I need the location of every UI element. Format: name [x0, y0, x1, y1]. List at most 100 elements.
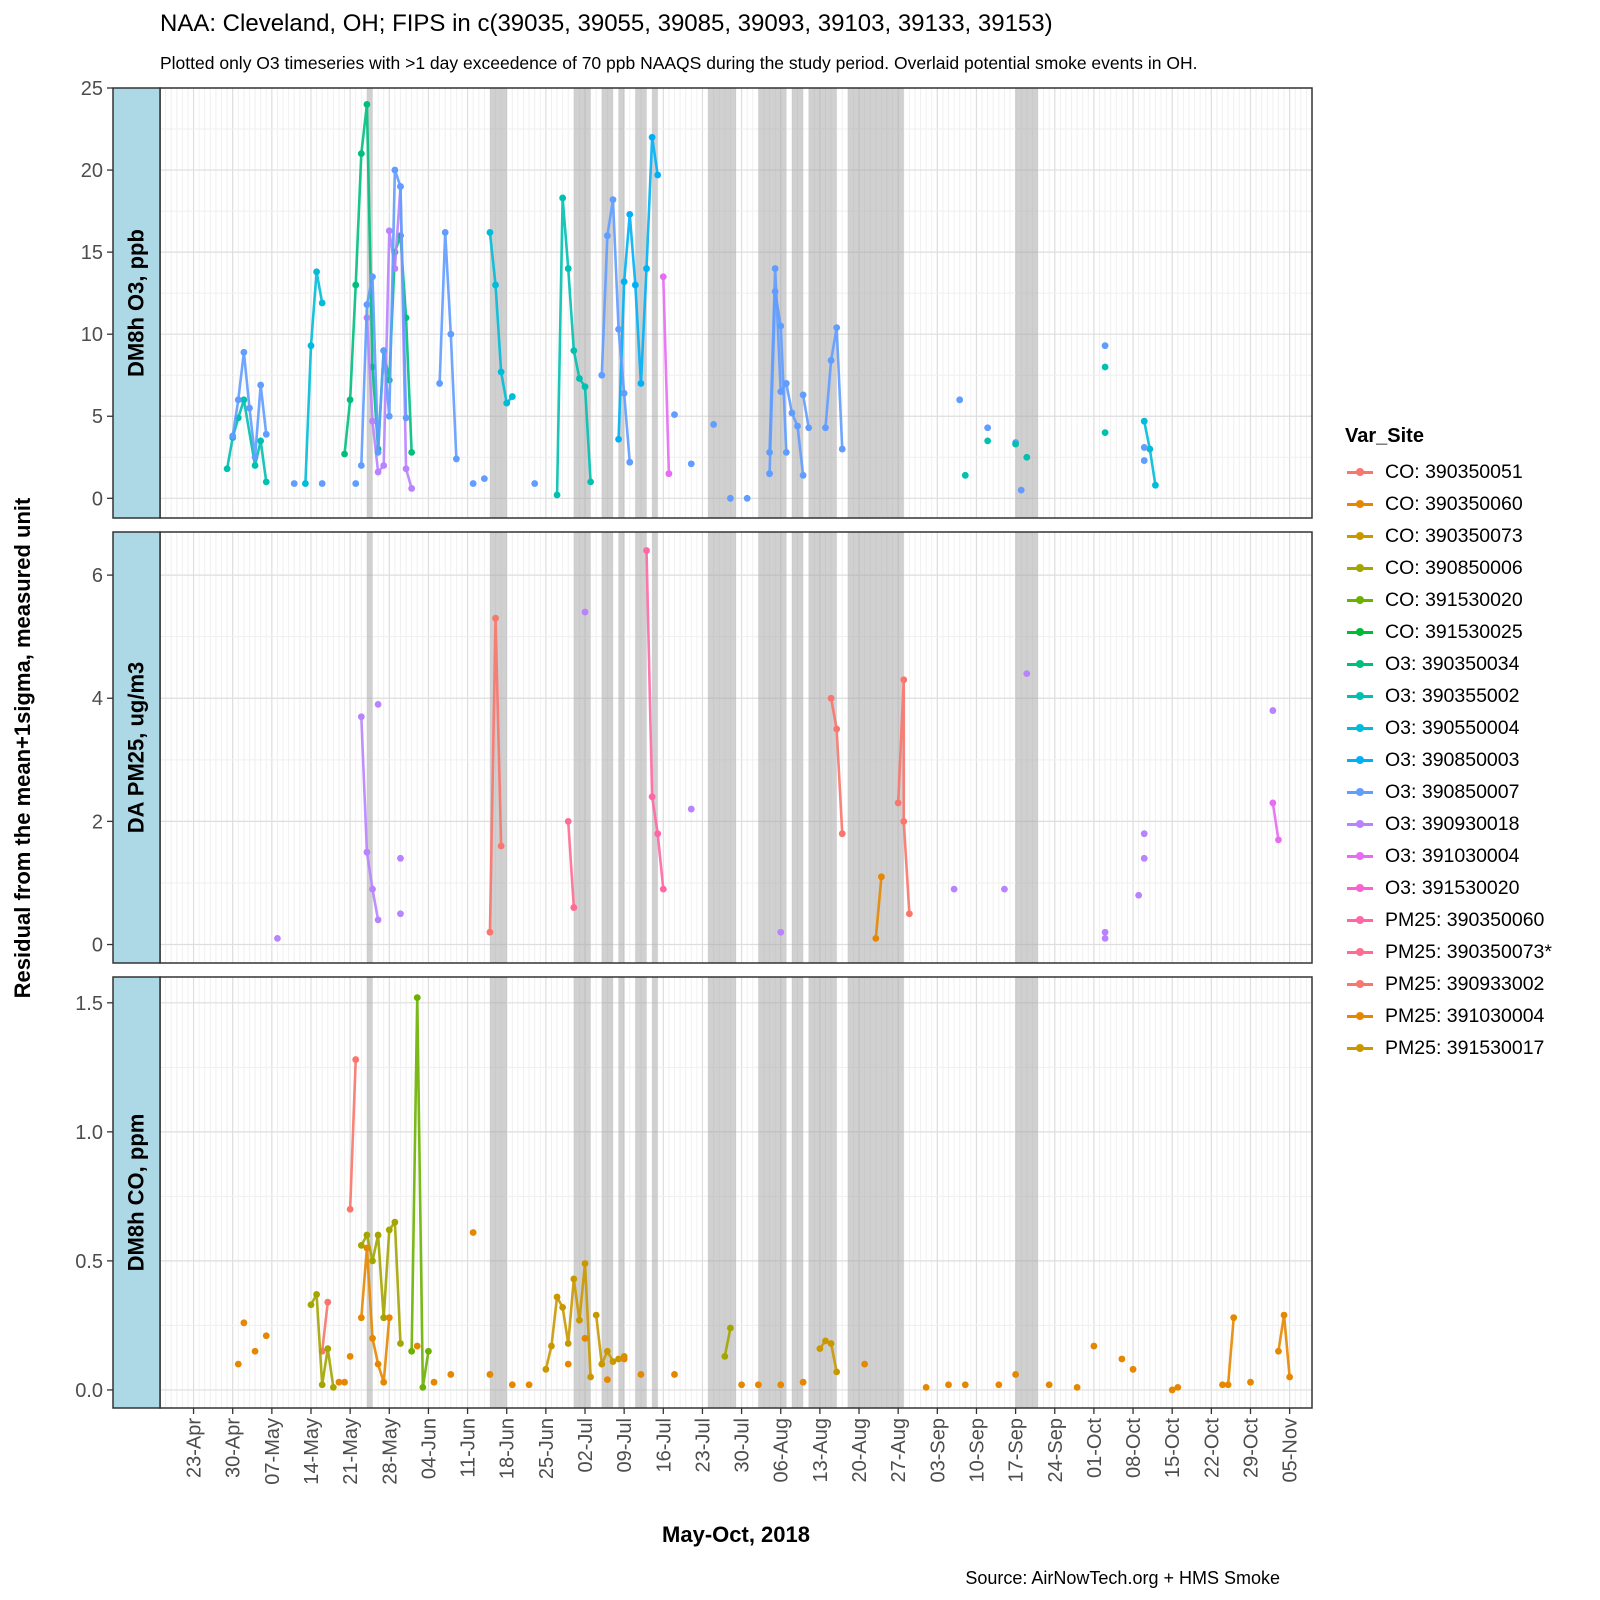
data-point	[1140, 457, 1148, 464]
data-point	[721, 1352, 729, 1360]
x-tick-label: 04-Jun	[418, 1418, 440, 1479]
x-axis-title: May-Oct, 2018	[662, 1522, 810, 1547]
data-point	[827, 1340, 835, 1347]
data-point	[363, 301, 371, 309]
data-point	[307, 342, 315, 350]
x-tick-label: 08-Oct	[1123, 1418, 1145, 1478]
data-point	[1101, 363, 1109, 371]
series-line	[768, 290, 788, 474]
data-point	[648, 793, 656, 801]
legend-key-icon	[1345, 750, 1375, 770]
series-line	[874, 876, 883, 939]
data-point	[352, 1056, 360, 1063]
legend-item: PM25: 390350060	[1345, 904, 1552, 936]
smoke-event-band	[601, 532, 613, 963]
legend-item: PM25: 390350073*	[1345, 936, 1552, 968]
data-point	[620, 389, 628, 397]
data-point	[576, 1316, 583, 1324]
data-point	[799, 471, 807, 479]
data-point	[357, 1242, 365, 1249]
data-point	[743, 494, 751, 502]
series-line	[1226, 1317, 1236, 1385]
data-point	[861, 1360, 869, 1368]
legend-label: CO: 390350073	[1385, 524, 1523, 547]
smoke-event-band	[366, 532, 373, 963]
data-point	[402, 465, 410, 473]
data-point	[833, 725, 841, 733]
data-point	[447, 1371, 455, 1378]
data-point	[548, 1342, 555, 1350]
y-tick-label: 0.0	[75, 1380, 103, 1402]
series-line	[617, 135, 659, 440]
data-point	[1230, 1314, 1238, 1322]
data-point	[984, 424, 992, 432]
data-point	[576, 375, 583, 382]
data-point	[274, 934, 281, 942]
data-point	[486, 229, 494, 236]
data-point	[609, 1358, 617, 1365]
smoke-event-band	[635, 977, 647, 1408]
data-point	[346, 396, 354, 404]
data-point	[788, 409, 796, 417]
data-point	[307, 1301, 315, 1309]
x-tick-label: 24-Sep	[1045, 1418, 1067, 1483]
x-tick-label: 25-Jun	[536, 1418, 558, 1479]
legend-label: CO: 391530020	[1385, 588, 1523, 611]
data-point	[1101, 928, 1109, 936]
data-point	[1023, 670, 1031, 678]
data-point	[251, 462, 259, 469]
legend-items: CO: 390350051 CO: 390350060 CO: 390350073 C…	[1345, 456, 1552, 1064]
data-point	[1247, 1378, 1254, 1386]
smoke-event-band	[791, 88, 804, 518]
data-point	[984, 437, 992, 445]
data-point	[1224, 1381, 1232, 1389]
legend-key-icon	[1345, 622, 1375, 642]
series-line	[1271, 802, 1280, 841]
y-axis-title: Residual from the mean+1sigma, measured …	[10, 497, 35, 998]
data-point	[1219, 1381, 1226, 1389]
legend-key-icon	[1345, 942, 1375, 962]
x-tick-label: 13-Aug	[810, 1418, 832, 1483]
data-point	[313, 1291, 320, 1298]
y-tick-label: 10	[81, 324, 103, 346]
x-tick-label: 09-Jul	[614, 1418, 636, 1472]
legend-label: O3: 390930018	[1385, 812, 1520, 835]
data-point	[413, 1342, 421, 1350]
data-point	[738, 1381, 745, 1389]
legend-label: O3: 390550004	[1385, 716, 1520, 739]
data-point	[441, 229, 449, 236]
data-point	[1275, 836, 1282, 844]
data-point	[525, 1381, 533, 1389]
series-line	[360, 716, 380, 921]
panel-strip-label: DM8h CO, ppm	[124, 1114, 149, 1272]
legend-item: O3: 390550004	[1345, 712, 1552, 744]
data-point	[397, 1340, 404, 1347]
data-point	[872, 934, 880, 942]
legend-key-icon	[1345, 686, 1375, 706]
data-point	[251, 1347, 259, 1355]
legend-item: O3: 390355002	[1345, 680, 1552, 712]
data-point	[363, 848, 371, 856]
data-point	[234, 396, 242, 404]
data-point	[995, 1381, 1003, 1389]
data-point	[671, 411, 678, 419]
data-point	[581, 1260, 589, 1267]
smoke-event-band	[1015, 88, 1038, 518]
data-point	[603, 1376, 611, 1384]
data-point	[374, 1231, 382, 1239]
smoke-event-band	[635, 88, 647, 518]
smoke-event-band	[708, 88, 736, 518]
data-point	[564, 265, 572, 272]
series-line	[645, 550, 665, 890]
x-tick-label: 29-Oct	[1240, 1418, 1262, 1478]
data-point	[469, 1229, 477, 1236]
data-point	[794, 422, 801, 430]
legend-item: CO: 390350051	[1345, 456, 1552, 488]
y-tick-label: 1.5	[75, 993, 103, 1015]
data-point	[369, 417, 376, 425]
legend-label: O3: 390350034	[1385, 652, 1520, 675]
data-point	[581, 608, 589, 616]
data-point	[771, 288, 779, 295]
data-point	[374, 468, 382, 476]
data-point	[240, 348, 248, 356]
